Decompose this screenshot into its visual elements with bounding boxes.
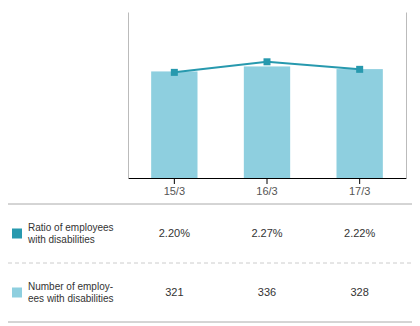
plot-area: [151, 58, 383, 178]
chart: 15/3 16/3 17/3 Ratio of employeeswith disab…: [0, 0, 420, 326]
x-tick-label: 17/3: [349, 185, 370, 197]
x-tick-label: 15/3: [164, 185, 185, 197]
x-tick-mark: [174, 178, 175, 184]
x-tick: 15/3: [164, 178, 185, 197]
bar: [244, 66, 290, 178]
legend-label: Number of employ-ees with disabilities: [28, 281, 114, 304]
marker: [171, 69, 178, 76]
bars: [151, 66, 383, 178]
legend-swatch: [12, 288, 22, 298]
table-rule: [8, 322, 412, 323]
legend-label: Ratio of employeeswith disabilities: [27, 222, 114, 245]
legend-swatch: [12, 229, 22, 239]
x-tick-mark: [359, 178, 360, 184]
table-rule: [8, 204, 412, 205]
x-tick-label: 16/3: [256, 185, 277, 197]
data-label: 2.27%: [251, 227, 282, 239]
y-axis-line: [128, 13, 129, 179]
y2-axis-line: [406, 13, 407, 179]
data-label: 321: [165, 286, 183, 298]
lines: [171, 58, 363, 76]
data-label: 2.22%: [344, 227, 375, 239]
x-tick: 16/3: [256, 178, 277, 197]
x-tick: 17/3: [349, 178, 370, 197]
bar: [151, 71, 197, 178]
bar: [337, 69, 383, 178]
legend-table: Ratio of employeeswith disabilities 2.20%…: [8, 204, 412, 322]
data-label: 328: [350, 286, 368, 298]
marker: [264, 58, 271, 65]
data-label: 336: [258, 286, 276, 298]
y2-axis: [406, 13, 407, 179]
y-axis: [128, 13, 129, 179]
table-rule: [8, 263, 412, 264]
data-label: 2.20%: [159, 227, 190, 239]
marker: [356, 66, 363, 73]
x-tick-mark: [267, 178, 268, 184]
x-axis: 15/3 16/3 17/3: [129, 178, 407, 197]
